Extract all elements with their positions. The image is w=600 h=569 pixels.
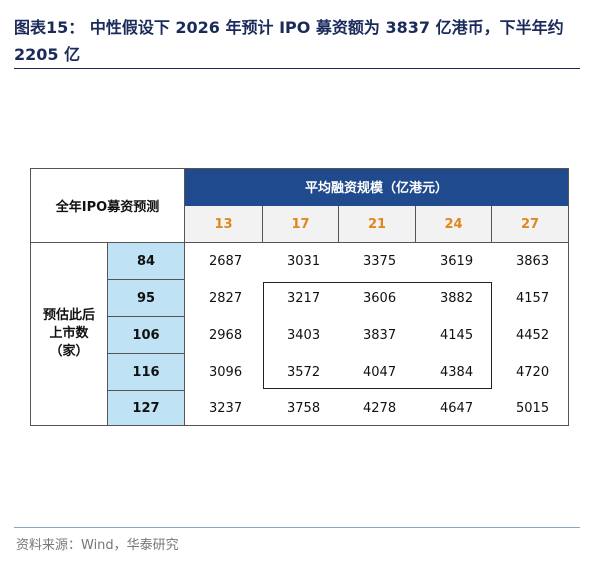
source: 资料来源：Wind，华泰研究 xyxy=(16,538,179,553)
table-edge xyxy=(568,243,569,426)
data-cell: 4047 xyxy=(363,365,397,380)
data-cell: 3403 xyxy=(287,328,321,343)
data-cell: 2827 xyxy=(209,291,243,306)
data-cell: 3096 xyxy=(209,365,243,380)
column-header: 13 xyxy=(185,206,263,243)
data-cell: 2968 xyxy=(209,328,243,343)
column-header: 17 xyxy=(263,206,339,243)
data-cell: 4720 xyxy=(516,365,550,380)
row-header: 116 xyxy=(108,354,185,391)
data-cell: 4278 xyxy=(339,391,416,426)
column-header: 21 xyxy=(339,206,416,243)
table: 全年IPO募资预测 平均融资规模（亿港元） 13 17 21 24 27 预估此后上市数 （家）… xyxy=(30,168,569,426)
data-cell: 3882 xyxy=(440,291,474,306)
corner-header: 全年IPO募资预测 xyxy=(31,169,185,243)
row-group-line: 预估此后 xyxy=(42,308,95,323)
column-header: 27 xyxy=(492,206,569,243)
footer-rule xyxy=(14,527,580,528)
data-cell: 4452 xyxy=(516,328,550,343)
data-cell: 3375 xyxy=(363,254,397,269)
data-cell: 3031 xyxy=(287,254,321,269)
title: 图表15： 中性假设下 2026 年预计 IPO 募资额为 3837 亿港币，下… xyxy=(14,18,564,64)
data-cell: 3572 xyxy=(287,365,321,380)
row-header: 95 xyxy=(108,280,185,317)
row-header: 84 xyxy=(108,243,185,280)
data-cell: 4157 xyxy=(516,291,550,306)
data-cell: 3863 xyxy=(516,254,550,269)
column-group-header: 平均融资规模（亿港元） xyxy=(185,169,569,206)
row-group-line: （家） xyxy=(49,344,89,359)
data-cell: 3758 xyxy=(263,391,339,426)
data-cell: 3837 xyxy=(363,328,397,343)
row-header: 127 xyxy=(108,391,185,426)
data-cell: 3217 xyxy=(287,291,321,306)
data-cell: 4145 xyxy=(440,328,474,343)
data-cell: 5015 xyxy=(492,391,569,426)
data-cell: 3237 xyxy=(185,391,263,426)
data-cell: 3619 xyxy=(440,254,474,269)
data-cell: 3606 xyxy=(363,291,397,306)
column-header: 24 xyxy=(416,206,492,243)
row-header: 106 xyxy=(108,317,185,354)
row-group-header: 预估此后上市数 （家） xyxy=(31,243,108,426)
title-rule xyxy=(14,68,580,69)
data-cell: 4647 xyxy=(416,391,492,426)
row-group-line: 上市数 xyxy=(49,326,89,341)
highlight-box xyxy=(263,282,492,389)
data-cell: 4384 xyxy=(440,365,474,380)
data-cell: 2687 xyxy=(209,254,243,269)
